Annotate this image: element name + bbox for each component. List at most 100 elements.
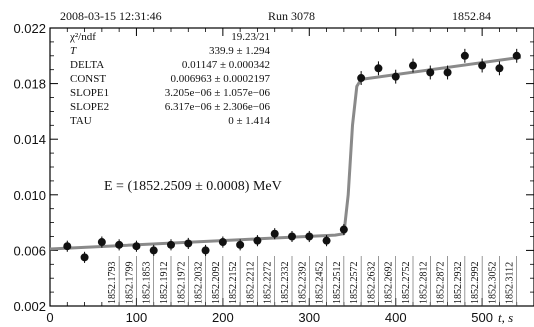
data-point [80,251,89,263]
data-point [495,61,504,76]
y-axis: 0.002 0.006 0.010 0.014 0.018 0.022 [13,21,534,314]
marker [184,239,193,248]
bin-label: 1852.2392 [297,262,308,305]
bin-label: 1852.1853 [142,262,153,305]
bin-label: 1852.2272 [263,262,274,305]
data-point [391,69,400,84]
data-point [132,240,141,252]
data-point [253,235,262,247]
bin-label: 1852.3112 [505,262,516,304]
marker [426,68,435,77]
fit-param-name: χ²/ndf [69,31,96,43]
bin-label: 1852.2092 [211,262,222,305]
data-point [201,244,210,256]
data-point [288,230,296,243]
fit-line [49,55,522,251]
marker [80,253,89,262]
fit-param-value: 339.9 ± 1.294 [209,45,271,57]
y-tick-label: 0.002 [13,299,46,314]
marker [443,68,452,77]
data-point [270,228,279,240]
y-tick-label: 0.014 [13,132,46,147]
x-axis: 0 100 200 300 400 500 [46,28,534,325]
data-points [63,48,521,263]
marker [201,246,210,255]
bin-label: 1852.2572 [349,262,360,305]
marker [167,240,175,249]
marker [288,232,296,241]
bin-labels: 1852.1793 1852.1799 1852.1853 1852.1912 1852… [107,256,518,306]
data-point [167,239,175,251]
marker [236,240,245,249]
bin-label: 1852.3052 [487,262,498,305]
bin-label: 1852.2812 [418,262,429,305]
header-value: 1852.84 [452,9,491,23]
fit-param-value: 3.205e−06 ± 1.057e−06 [165,87,271,99]
fit-param-name: SLOPE2 [70,101,109,113]
marker [339,225,348,234]
bin-label: 1852.1799 [124,262,135,305]
marker [305,232,314,241]
marker [149,246,158,255]
x-tick-label: 500 [471,310,493,325]
marker [460,51,469,60]
fit-curve [49,55,522,251]
marker [115,240,124,249]
bin-label: 1852.2212 [245,262,256,305]
y-tick-label: 0.018 [13,77,46,92]
fit-param-name: CONST [70,73,106,85]
marker [409,61,417,70]
marker [495,64,504,73]
y-tick-label: 0.006 [13,243,46,258]
y-tick-label: 0.010 [13,188,46,203]
data-point [409,58,417,73]
marker [357,74,366,83]
marker [478,61,487,70]
data-point [218,236,227,248]
bin-label: 1852.2692 [384,262,395,305]
data-point [460,48,469,63]
data-point [339,223,348,236]
energy-annotation: E = (1852.2509 ± 0.0008) MeV [104,179,282,194]
data-point [374,61,383,76]
data-point [63,240,72,252]
fit-param-name: SLOPE1 [70,87,109,99]
bin-label: 1852.2992 [470,262,481,305]
data-point [184,237,193,250]
data-point [426,65,435,80]
marker [253,236,262,245]
y-tick-label: 0.022 [13,21,46,36]
bin-label: 1852.2752 [401,262,412,305]
data-point [357,71,366,85]
x-tick-label: 0 [46,310,53,325]
marker [391,72,400,81]
bin-label: 1852.2632 [366,262,377,305]
bin-label: 1852.1912 [159,262,170,305]
header-run: Run 3078 [268,9,315,23]
marker [218,238,227,247]
data-point [478,58,487,73]
data-point [97,236,106,248]
header-timestamp: 2008-03-15 12:31:46 [60,9,162,23]
bin-label: 1852.2452 [315,262,326,305]
fit-param-value: 0.006963 ± 0.0002197 [170,73,270,85]
marker [270,229,279,238]
data-point [322,235,331,247]
x-tick-label: 300 [298,310,320,325]
bin-label: 1852.2512 [332,262,343,305]
bin-label: 1852.2932 [453,262,464,305]
fit-param-name: T [70,45,77,57]
bin-label: 1852.2152 [228,262,239,305]
x-tick-label: 100 [126,310,148,325]
fit-param-value: 6.317e−06 ± 2.306e−06 [165,101,271,113]
data-point [236,239,245,251]
x-axis-label: t, s [498,310,513,325]
data-point [305,230,314,243]
data-point [115,239,124,251]
marker [322,236,331,245]
data-point [512,48,521,63]
marker [512,51,521,60]
fit-parameters: χ²/ndf 19.23/21 T 339.9 ± 1.294 DELTA 0.01147… [69,31,270,127]
marker [374,64,383,73]
